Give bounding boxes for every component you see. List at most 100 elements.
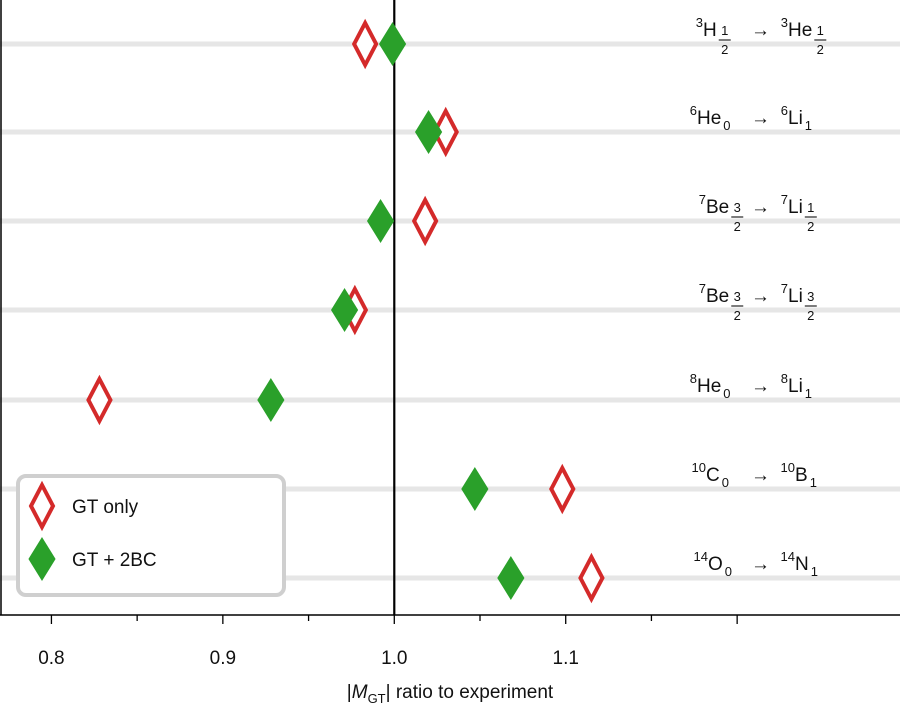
svg-text:7: 7 bbox=[781, 192, 788, 207]
legend-label: GT + 2BC bbox=[72, 550, 157, 571]
svg-text:C: C bbox=[706, 465, 720, 486]
x-axis-label: |MGT| ratio to experiment bbox=[347, 682, 554, 706]
svg-text:He: He bbox=[697, 376, 721, 397]
transition-from: 10 C 0 bbox=[692, 460, 729, 490]
x-tick-label: 0.8 bbox=[38, 648, 64, 669]
gt-2bc-point bbox=[461, 467, 489, 511]
data-points bbox=[86, 18, 605, 604]
transition-from: 14 O 0 bbox=[694, 549, 732, 579]
svg-text:He: He bbox=[788, 20, 812, 41]
svg-text:Li: Li bbox=[788, 376, 803, 397]
gt-2bc-point bbox=[414, 110, 443, 154]
svg-text:Li: Li bbox=[788, 286, 803, 307]
svg-text:2: 2 bbox=[807, 308, 814, 323]
svg-text:1: 1 bbox=[810, 475, 817, 490]
svg-text:2: 2 bbox=[721, 42, 728, 57]
svg-text:1: 1 bbox=[721, 23, 728, 38]
transition-label: 8 He 0 → 8 Li 1 bbox=[690, 371, 812, 401]
gt-2bc-point bbox=[497, 556, 525, 600]
transition-arrow: → bbox=[751, 465, 770, 486]
svg-text:10: 10 bbox=[781, 460, 795, 475]
transition-to: 10 B 1 bbox=[781, 460, 817, 490]
svg-text:Li: Li bbox=[788, 108, 803, 129]
gt-2bc-point bbox=[366, 199, 395, 243]
x-axis-ticks: 0.8 0.9 1.0 1.1 bbox=[38, 615, 738, 669]
gt-only-point bbox=[411, 195, 439, 247]
x-tick-label: 1.1 bbox=[553, 648, 579, 669]
transition-to: 8 Li 1 bbox=[781, 371, 812, 401]
svg-text:N: N bbox=[795, 554, 809, 575]
svg-text:0: 0 bbox=[725, 564, 732, 579]
svg-text:0: 0 bbox=[723, 386, 730, 401]
svg-text:1: 1 bbox=[805, 118, 812, 133]
svg-text:1: 1 bbox=[817, 23, 824, 38]
svg-text:3: 3 bbox=[734, 200, 741, 215]
svg-text:2: 2 bbox=[807, 219, 814, 234]
gt-2bc-point bbox=[257, 378, 285, 422]
transition-from: 7 Be 3 2 bbox=[699, 281, 744, 323]
svg-text:14: 14 bbox=[781, 549, 795, 564]
gt-only-point bbox=[432, 106, 459, 158]
legend-box bbox=[16, 474, 286, 597]
transition-arrow: → bbox=[751, 108, 770, 129]
legend-marker-gt-only bbox=[28, 480, 56, 532]
svg-text:B: B bbox=[795, 465, 808, 486]
legend-marker-gt-2bc bbox=[28, 537, 56, 581]
transition-label: 3 H 12→ 3 He 12 bbox=[696, 15, 827, 57]
svg-text:0: 0 bbox=[723, 118, 730, 133]
svg-text:0: 0 bbox=[722, 475, 729, 490]
svg-text:7: 7 bbox=[699, 192, 706, 207]
svg-text:8: 8 bbox=[690, 371, 697, 386]
transition-from: 3 H 1 2 bbox=[696, 15, 731, 57]
svg-text:2: 2 bbox=[734, 308, 741, 323]
legend: GT only GT + 2BC bbox=[16, 474, 286, 597]
transition-label: 10 C 0 → 10 B 1 bbox=[692, 460, 817, 490]
legend-label: GT only bbox=[72, 497, 139, 518]
transition-from: 7 Be 3 2 bbox=[699, 192, 744, 234]
transition-to: 7 Li 1 2 bbox=[781, 192, 817, 234]
svg-text:10: 10 bbox=[692, 460, 706, 475]
x-tick-label: 1.0 bbox=[381, 648, 407, 669]
svg-text:Li: Li bbox=[788, 197, 803, 218]
svg-text:H: H bbox=[703, 20, 717, 41]
transition-arrow: → bbox=[751, 286, 770, 307]
transition-to: 3 He 1 2 bbox=[781, 15, 827, 57]
svg-text:Be: Be bbox=[706, 286, 729, 307]
svg-text:6: 6 bbox=[781, 103, 788, 118]
svg-text:6: 6 bbox=[690, 103, 697, 118]
transition-from: 6 He 0 bbox=[690, 103, 731, 133]
svg-text:14: 14 bbox=[694, 549, 708, 564]
svg-text:8: 8 bbox=[781, 371, 788, 386]
transition-arrow: → bbox=[751, 20, 770, 41]
transition-arrow: → bbox=[751, 197, 770, 218]
transition-label: 7 Be 32→ 7 Li 12 bbox=[699, 192, 817, 234]
transition-label: 14 O 0 → 14 N 1 bbox=[694, 549, 818, 579]
gt-only-point bbox=[549, 463, 576, 515]
svg-text:1: 1 bbox=[807, 200, 814, 215]
transition-to: 7 Li 3 2 bbox=[781, 281, 817, 323]
gt-2bc-point bbox=[378, 22, 407, 66]
transition-label: 6 He 0 → 6 Li 1 bbox=[690, 103, 812, 133]
svg-text:3: 3 bbox=[696, 15, 703, 30]
gt-only-point bbox=[86, 374, 113, 426]
gt-only-point bbox=[351, 18, 379, 70]
svg-text:3: 3 bbox=[734, 289, 741, 304]
svg-text:7: 7 bbox=[699, 281, 706, 296]
gt-only-point bbox=[578, 552, 605, 604]
transition-arrow: → bbox=[751, 554, 770, 575]
transition-from: 8 He 0 bbox=[690, 371, 731, 401]
svg-text:3: 3 bbox=[781, 15, 788, 30]
transition-labels: 3 H 12→ 3 He 126 He 0 → 6 Li 17 Be 32→ 7 Li 127 Be 32→ 7 Li 3… bbox=[690, 15, 827, 579]
transition-label: 7 Be 32→ 7 Li 32 bbox=[699, 281, 817, 323]
svg-text:7: 7 bbox=[781, 281, 788, 296]
svg-text:2: 2 bbox=[734, 219, 741, 234]
transition-to: 14 N 1 bbox=[781, 549, 818, 579]
svg-text:He: He bbox=[697, 108, 721, 129]
x-tick-label: 0.9 bbox=[210, 648, 236, 669]
svg-text:Be: Be bbox=[706, 197, 729, 218]
svg-text:3: 3 bbox=[807, 289, 814, 304]
transition-to: 6 Li 1 bbox=[781, 103, 812, 133]
transition-arrow: → bbox=[751, 376, 770, 397]
svg-text:2: 2 bbox=[817, 42, 824, 57]
